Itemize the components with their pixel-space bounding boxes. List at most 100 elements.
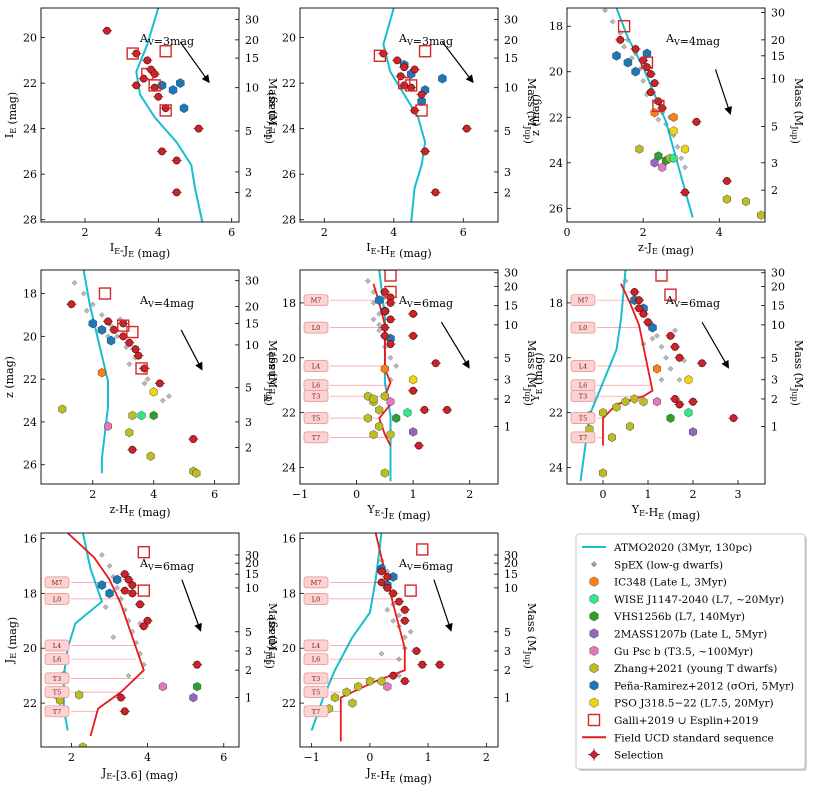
pso-point	[149, 387, 158, 397]
legend-label-atmo: ATMO2020 (3Myr, 130pc)	[613, 542, 752, 554]
mass-tick-label: 5	[245, 382, 252, 395]
pena-point	[97, 325, 107, 335]
sptype-badge	[44, 653, 70, 666]
spex-point	[387, 354, 394, 361]
sptype-label: T7	[53, 708, 61, 716]
selection-point	[134, 351, 143, 360]
selection-point	[172, 156, 181, 165]
vhs-point	[666, 413, 675, 423]
plot-area	[310, 533, 445, 742]
pena-point	[88, 318, 97, 329]
y-tick-label: 22	[282, 407, 296, 420]
selection-point	[635, 296, 643, 305]
sptype-badge	[303, 686, 329, 698]
zhang-point	[78, 742, 87, 747]
x-tick-label: 4	[390, 226, 397, 239]
zhang-point	[599, 468, 607, 478]
x-tick-label: 6	[228, 226, 235, 239]
mass-tick-label: 2	[504, 664, 511, 677]
zhang-point	[386, 429, 395, 440]
spex-point	[602, 8, 608, 14]
extinction-arrowhead	[462, 359, 470, 369]
mass-tick-label: 3	[504, 645, 511, 658]
x-axis-label: JE-[3.6] (mag)	[101, 766, 178, 782]
extinction-arrowhead	[194, 622, 202, 632]
mass-tick-label: 1	[504, 420, 511, 433]
mass-tick-label: 10	[504, 319, 518, 332]
sptype-badge	[570, 294, 596, 307]
y-tick-label: 26	[23, 168, 37, 181]
extinction-annotation: AV=6mag	[139, 557, 194, 573]
zhang-point	[377, 676, 386, 686]
ic348-point	[97, 368, 106, 378]
gupsc-point	[383, 681, 392, 692]
y-tick-label: 22	[23, 697, 37, 710]
x-tick-label: 2	[82, 226, 89, 239]
x-tick-label: 2	[89, 488, 96, 501]
selection-point	[377, 578, 386, 587]
selection-point	[400, 605, 409, 614]
x-tick-label: 2	[68, 751, 75, 764]
axes-frame	[299, 7, 499, 223]
mass-tick-label: 20	[504, 280, 518, 293]
y-tick-label: 20	[282, 32, 296, 45]
selection-point	[643, 63, 651, 72]
selection-point	[128, 445, 137, 454]
mass-tick-label: 1	[245, 692, 252, 705]
mass-tick-label: 10	[771, 319, 785, 332]
spex-point	[658, 343, 665, 350]
mass-tick-label: 15	[245, 318, 259, 331]
selection-point	[154, 92, 163, 101]
y-axis-label: z (mag)	[529, 94, 542, 136]
mass-tick-label: 1	[771, 420, 778, 433]
mass-tick-label: 2	[504, 393, 511, 406]
selection-point	[646, 88, 655, 97]
spex-point	[655, 116, 662, 123]
selection-point	[644, 318, 652, 327]
selection-point	[380, 323, 389, 332]
galli-esplin-point	[126, 47, 139, 60]
mass-axis-label: Mass (MJup)	[263, 340, 279, 406]
galli-esplin-point	[117, 319, 130, 332]
sptype-label: M7	[578, 297, 589, 305]
extinction-annotation: AV=4mag	[139, 294, 194, 310]
extinction-arrow	[180, 329, 201, 366]
pena-point	[105, 588, 114, 599]
spex-point	[99, 552, 105, 558]
y-tick-label: 24	[23, 416, 37, 429]
extinction-annotation: AV=6mag	[665, 294, 720, 310]
selection-point	[639, 309, 648, 318]
vhs-point	[193, 681, 202, 692]
zhang-point	[757, 210, 765, 220]
x-tick-label: 2	[483, 751, 490, 764]
sptype-badge	[44, 705, 70, 718]
spex-point	[110, 634, 117, 641]
mass-tick-label: 20	[245, 34, 259, 47]
legend-marker-galli	[587, 713, 601, 727]
spex-point	[640, 77, 647, 84]
selection-point	[650, 79, 659, 88]
panel-p5: −1 0 1 218202224302015105321M7L0L4L6T3T5T7A…	[262, 267, 538, 522]
galli-esplin-point	[159, 45, 172, 58]
mass-tick-label: 30	[771, 7, 785, 20]
legend-marker-wise	[589, 593, 599, 604]
zhang-point	[58, 404, 67, 414]
mass-point	[650, 158, 659, 168]
pso-point	[684, 375, 693, 385]
selection-point	[380, 331, 389, 340]
selection-point	[729, 414, 738, 423]
extinction-arrow	[181, 579, 200, 626]
field-sequence-line	[67, 533, 145, 737]
spex-point	[99, 312, 105, 318]
selection-point	[675, 353, 684, 362]
mass-point	[189, 692, 198, 703]
y-tick-label: 20	[23, 32, 37, 45]
mass-tick-label: 10	[245, 339, 259, 352]
plot-area	[102, 8, 204, 222]
galli-esplin-point	[398, 76, 411, 90]
legend-marker-ic348	[589, 576, 599, 587]
x-tick-label: −1	[304, 751, 320, 764]
y-tick-label: 24	[549, 462, 563, 475]
sptype-badge	[44, 672, 70, 685]
